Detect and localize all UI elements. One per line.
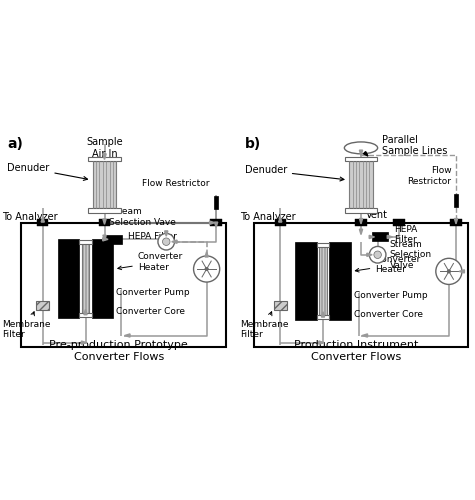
Polygon shape: [165, 231, 168, 236]
Bar: [450, 219, 462, 226]
Circle shape: [194, 256, 219, 282]
Bar: [88, 156, 121, 161]
Bar: [274, 302, 287, 310]
Bar: [57, 240, 79, 318]
Bar: [275, 219, 286, 226]
Bar: [316, 243, 329, 247]
Polygon shape: [360, 218, 362, 224]
Text: Converter Pump: Converter Pump: [354, 290, 428, 300]
Text: Denuder: Denuder: [7, 163, 87, 180]
Text: Flow
Restrictor: Flow Restrictor: [407, 166, 451, 186]
Text: Pre-production Prototype
Converter Flows: Pre-production Prototype Converter Flows: [49, 340, 188, 361]
Bar: [79, 312, 92, 316]
Text: Converter Core: Converter Core: [354, 310, 423, 318]
Text: Membrane
Filter: Membrane Filter: [240, 312, 288, 340]
Polygon shape: [215, 222, 218, 228]
Bar: [316, 315, 329, 319]
Circle shape: [436, 258, 462, 284]
Polygon shape: [367, 253, 372, 256]
Polygon shape: [455, 218, 457, 224]
Text: HEPA
Filter: HEPA Filter: [394, 225, 418, 244]
Polygon shape: [459, 270, 465, 273]
Text: Stream
Selection Vave: Stream Selection Vave: [109, 207, 176, 227]
Bar: [393, 219, 405, 226]
Polygon shape: [362, 334, 368, 337]
Bar: [345, 208, 377, 212]
Polygon shape: [369, 236, 374, 238]
Polygon shape: [319, 341, 324, 344]
Text: Production Instrument
Converter Flows: Production Instrument Converter Flows: [294, 340, 418, 361]
Bar: [214, 196, 218, 209]
Text: To Analyzer: To Analyzer: [240, 212, 295, 222]
Circle shape: [158, 234, 175, 250]
Bar: [92, 240, 113, 318]
Text: Flow Restrictor: Flow Restrictor: [142, 180, 209, 188]
Text: Parallel
Sample Lines: Parallel Sample Lines: [382, 134, 448, 156]
Bar: [82, 242, 89, 314]
Bar: [254, 222, 468, 348]
Bar: [330, 242, 351, 320]
Text: To Analyzer: To Analyzer: [2, 212, 58, 222]
Bar: [93, 161, 116, 208]
Bar: [372, 232, 388, 241]
Bar: [274, 302, 287, 310]
Bar: [105, 235, 122, 244]
Polygon shape: [387, 236, 392, 238]
Bar: [345, 156, 377, 161]
Text: Converter Core: Converter Core: [116, 307, 185, 316]
Bar: [36, 302, 49, 310]
Polygon shape: [322, 312, 324, 317]
Polygon shape: [103, 154, 106, 160]
Text: Sample
Air In: Sample Air In: [86, 137, 123, 159]
Polygon shape: [41, 217, 44, 222]
Text: Vent: Vent: [366, 210, 388, 220]
Circle shape: [370, 246, 386, 263]
Bar: [349, 161, 373, 208]
Polygon shape: [103, 219, 106, 224]
Text: Converter
Heater: Converter Heater: [118, 252, 183, 272]
Bar: [454, 194, 458, 206]
Bar: [37, 219, 48, 226]
Text: a): a): [7, 137, 23, 151]
Polygon shape: [84, 310, 87, 314]
Bar: [79, 240, 92, 244]
Circle shape: [205, 268, 209, 270]
Bar: [295, 242, 316, 320]
Bar: [99, 219, 110, 226]
Polygon shape: [209, 221, 215, 224]
Bar: [210, 219, 222, 226]
Bar: [21, 222, 226, 348]
Polygon shape: [172, 240, 177, 244]
Circle shape: [162, 238, 170, 246]
Bar: [319, 245, 327, 317]
Polygon shape: [103, 235, 106, 240]
Text: Membrane
Filter: Membrane Filter: [2, 312, 51, 340]
Polygon shape: [103, 238, 108, 241]
Circle shape: [447, 270, 451, 273]
Text: b): b): [245, 137, 261, 151]
Polygon shape: [205, 252, 208, 257]
Polygon shape: [360, 229, 362, 234]
Bar: [355, 219, 367, 226]
Polygon shape: [279, 217, 282, 222]
Polygon shape: [81, 341, 86, 344]
Text: Converter
Heater: Converter Heater: [355, 254, 420, 274]
Bar: [36, 302, 49, 310]
Polygon shape: [360, 150, 362, 156]
Polygon shape: [124, 334, 130, 337]
Circle shape: [374, 251, 381, 258]
Text: Denuder: Denuder: [245, 166, 344, 181]
Polygon shape: [363, 152, 368, 156]
Text: Converter Pump: Converter Pump: [116, 288, 190, 297]
Text: Stream
Selection
Valve: Stream Selection Valve: [390, 240, 432, 270]
Bar: [88, 208, 121, 212]
Text: HEPA Filter: HEPA Filter: [128, 232, 177, 241]
